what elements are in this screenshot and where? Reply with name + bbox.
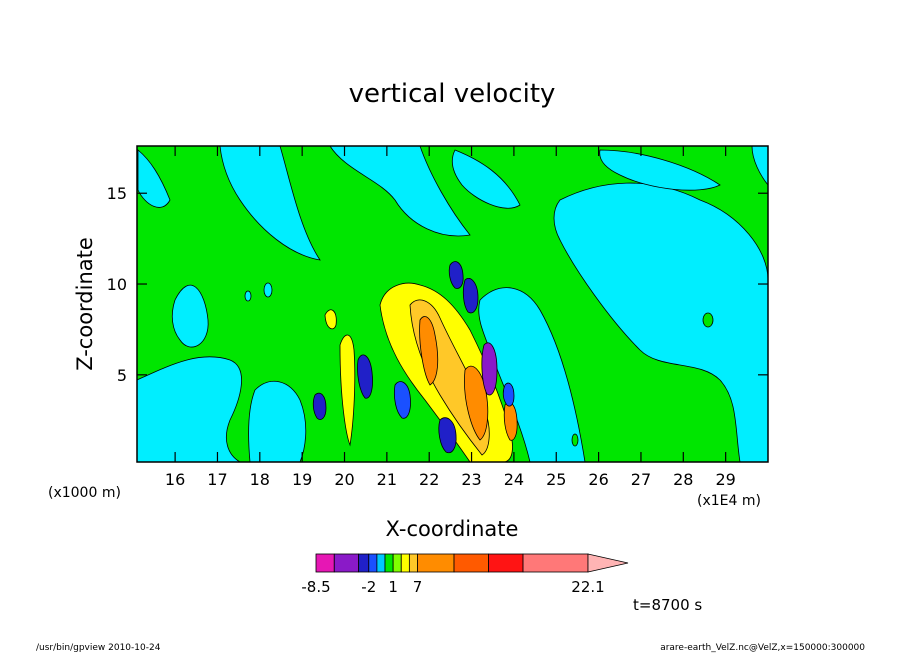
updraft-yellow-small (324, 309, 337, 330)
x-tick-label: 28 (673, 470, 693, 489)
feature-small-4 (571, 433, 579, 447)
x-tick-label: 22 (419, 470, 439, 489)
plot-area: 16 17 18 19 20 21 22 23 24 25 26 27 28 29 5 10 15 (107, 145, 769, 489)
negative-region-lower-mid (248, 381, 307, 463)
downdraft-blue-5 (462, 278, 479, 314)
time-label: t=8700 s (633, 596, 702, 614)
x-unit-right: (x1E4 m) (697, 493, 761, 509)
colorbar-tick-label: 22.1 (571, 578, 604, 596)
colorbar-swatch (315, 553, 335, 573)
colorbar-swatch (453, 553, 489, 573)
x-tick-label: 21 (377, 470, 397, 489)
negative-region-top-mid-2 (451, 149, 521, 209)
colorbar-tick-label: 7 (413, 578, 423, 596)
x-tick-label: 19 (292, 470, 312, 489)
y-axis-ticks: 5 10 15 (107, 184, 768, 385)
colorbar-swatch (368, 553, 378, 573)
colorbar-swatch (400, 553, 410, 573)
x-tick-label: 24 (504, 470, 524, 489)
x-tick-label: 23 (461, 470, 481, 489)
x-tick-label: 27 (631, 470, 651, 489)
y-tick-label: 10 (107, 275, 127, 294)
updraft-orange (419, 316, 439, 386)
downdraft-blue-4 (448, 261, 464, 289)
negative-region-top-right (599, 149, 721, 191)
x-tick-label: 16 (165, 470, 185, 489)
y-axis-label: Z-coordinate (73, 237, 97, 371)
negative-region-left (136, 356, 242, 463)
colorbar-swatch (384, 553, 394, 573)
colorbar-swatch (488, 553, 524, 573)
x-tick-label: 20 (334, 470, 354, 489)
colorbar-swatch (358, 553, 370, 573)
colorbar-tick-label: -2 (361, 578, 376, 596)
colorbar-tick-label: -8.5 (301, 578, 330, 596)
downdraft-blue-7 (502, 382, 515, 407)
colorbar-swatch (522, 553, 589, 573)
plot-frame (136, 145, 769, 463)
x-axis-label: X-coordinate (386, 517, 519, 541)
x-unit-left: (x1000 m) (48, 485, 121, 501)
downdraft-purple (481, 342, 498, 396)
colorbar-swatch (408, 553, 418, 573)
footer-right: arare-earth_VelZ.nc@VelZ,x=150000:300000 (660, 643, 865, 653)
negative-region-left-upper (171, 285, 209, 348)
x-tick-label: 25 (546, 470, 566, 489)
colorbar-swatch (376, 553, 386, 573)
feature-small-1 (263, 282, 273, 298)
updraft-yellow-left (339, 334, 356, 447)
colorbar-swatch (417, 553, 455, 573)
x-tick-label: 26 (588, 470, 608, 489)
downdraft-blue-6 (438, 417, 457, 454)
x-tick-label: 17 (207, 470, 227, 489)
y-tick-label: 5 (117, 366, 127, 385)
negative-region-right-large (553, 182, 769, 463)
colorbar-tick-label: 1 (388, 578, 398, 596)
downdraft-blue-2 (394, 381, 411, 419)
feature-small-3 (702, 312, 714, 328)
colorbar-swatch (392, 553, 402, 573)
negative-region-top-mid (329, 145, 471, 237)
colorbar: -8.5 -2 1 7 22.1 (301, 553, 629, 596)
negative-region-top-left (219, 145, 321, 261)
chart-title: vertical velocity (349, 79, 556, 109)
x-axis-ticks: 16 17 18 19 20 21 22 23 24 25 26 27 28 29 (165, 146, 736, 489)
x-tick-label: 29 (715, 470, 735, 489)
x-tick-label: 18 (250, 470, 270, 489)
feature-small-2 (244, 290, 252, 302)
downdraft-blue-1 (357, 354, 373, 399)
y-tick-label: 15 (107, 184, 127, 203)
updraft-orange-2 (464, 365, 489, 441)
colorbar-swatch (333, 553, 360, 573)
footer-left: /usr/bin/gpview 2010-10-24 (36, 643, 161, 653)
colorbar-extend-arrow (587, 553, 629, 573)
downdraft-blue-3 (312, 392, 327, 420)
